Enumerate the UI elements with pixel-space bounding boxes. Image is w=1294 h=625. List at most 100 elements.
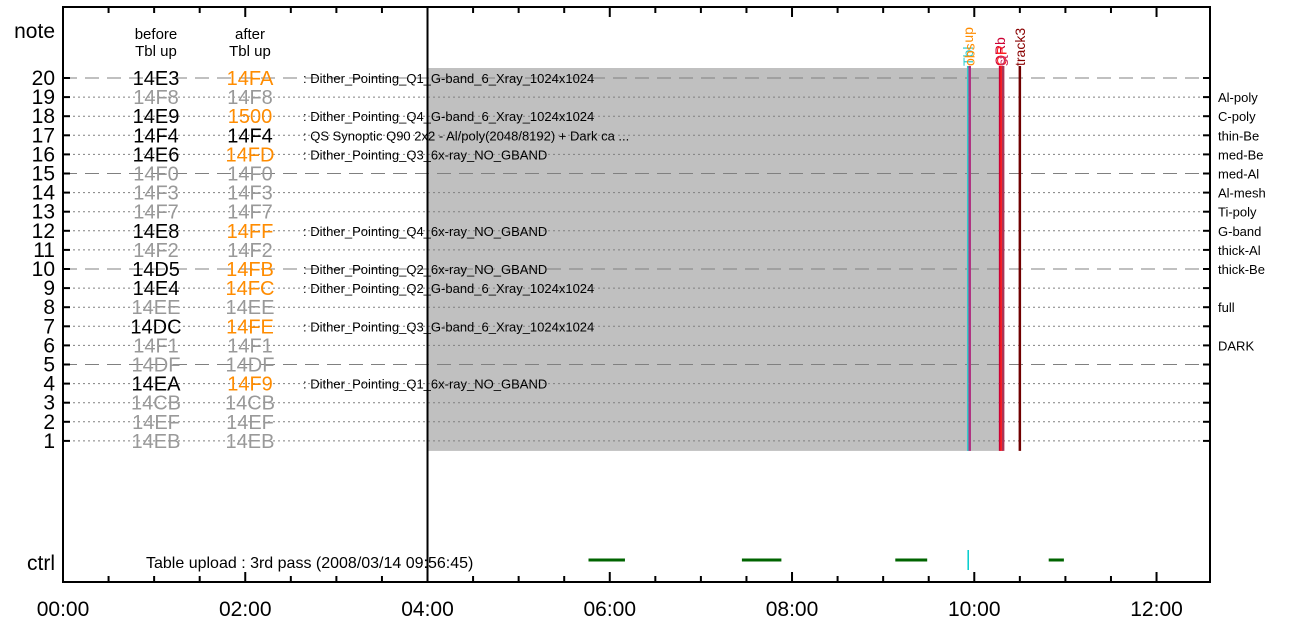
before-code: 14F4 [133,125,179,147]
row-number: 6 [43,334,55,357]
after-code: 14F3 [227,183,273,205]
before-code: 14EB [132,431,181,453]
event-label: obs [962,43,978,66]
filter-label: C-poly [1218,109,1256,124]
before-code: 14F1 [133,335,179,357]
before-code: 14E9 [133,106,180,128]
row-number: 18 [32,105,55,128]
row-number: 19 [32,86,55,109]
row-number: 2 [43,411,55,434]
after-code: 14F0 [227,164,273,186]
row-number: 17 [32,124,55,147]
row-number: 12 [32,220,55,243]
event-label: OP [994,46,1010,66]
before-code: 14DC [130,316,181,338]
row-number: 3 [43,392,55,415]
header-note: note [14,20,55,43]
program-label: : Dither_Pointing_Q1_6x-ray_NO_GBAND [303,377,547,392]
header-after-line1: after [235,26,265,43]
plot-frame [62,6,1211,583]
before-code: 14CB [131,393,181,415]
row-number: 5 [43,354,55,377]
event-label: Tbl [960,47,976,66]
filter-label: G-band [1218,224,1261,239]
before-code: 14E6 [133,144,180,166]
after-code: 14FE [226,316,274,338]
program-label: : QS Synoptic Q90 2x2 - Al/poly(2048/819… [303,128,629,143]
filter-label: DARK [1218,338,1254,353]
x-tick-label: 04:00 [401,598,454,621]
header-before-line1: before [135,26,178,43]
filter-label: thick-Be [1218,262,1265,277]
before-code: 14F2 [133,240,179,262]
program-label: : Dither_Pointing_Q3_G-band_6_Xray_1024x… [303,319,594,334]
program-label: : Dither_Pointing_Q4_6x-ray_NO_GBAND [303,224,547,239]
header-before-line2: Tbl up [135,43,177,60]
filter-label: Al-poly [1218,90,1258,105]
x-tick-label: 06:00 [583,598,636,621]
before-code: 14E4 [133,278,180,300]
shaded-region [427,68,1001,451]
program-label: : Dither_Pointing_Q4_G-band_6_Xray_1024x… [303,109,594,124]
filter-label: full [1218,300,1235,315]
after-code: 14F4 [227,125,273,147]
x-tick-label: 08:00 [766,598,819,621]
row-number: 1 [43,430,55,453]
filter-label: Al-mesh [1218,186,1266,201]
x-tick-label: 02:00 [219,598,272,621]
before-code: 14D5 [132,259,180,281]
row-number: 10 [32,258,55,281]
before-code: 14EE [132,297,181,319]
after-code: 14F7 [227,202,273,224]
row-number: 16 [32,143,55,166]
event-label: ORb [992,37,1008,66]
before-code: 14DF [132,355,181,377]
after-code: 14FA [227,68,274,90]
row-number: 7 [43,315,55,338]
after-code: 14FD [226,144,275,166]
header-after-line2: Tbl up [229,43,271,60]
program-label: : Dither_Pointing_Q2_6x-ray_NO_GBAND [303,262,547,277]
row-number: 9 [43,277,55,300]
event-label: st [995,55,1011,66]
after-code: 14EF [226,412,274,434]
filter-label: Ti-poly [1218,205,1257,220]
after-code: 14CB [225,393,275,415]
before-code: 14F3 [133,183,179,205]
ctrl-text: Table upload : 3rd pass (2008/03/14 09:5… [146,555,473,572]
after-code: 14FB [226,259,274,281]
after-code: 14EE [226,297,275,319]
before-code: 14EF [132,412,180,434]
row-number: 13 [32,201,55,224]
before-code: 14E3 [133,68,180,90]
before-code: 14F8 [133,87,179,109]
after-code: 14FF [227,221,274,243]
filter-label: med-Al [1218,167,1259,182]
axis-ticks [62,7,1210,582]
before-code: 14F7 [133,202,179,224]
filter-label: med-Be [1218,147,1264,162]
row-number: 15 [32,163,55,186]
program-label: : Dither_Pointing_Q3_6x-ray_NO_GBAND [303,147,547,162]
filter-label: thin-Be [1218,128,1259,143]
row-number: 11 [33,239,55,262]
chart-text: 00:00 02:00 04:00 06:00 08:00 10:00 12:00 note b… [14,20,1266,621]
program-label: : Dither_Pointing_Q2_G-band_6_Xray_1024x… [303,281,594,296]
before-code: 14E8 [133,221,180,243]
header-ctrl: ctrl [27,552,55,575]
after-code: 14F2 [227,240,273,262]
x-tick-label: 10:00 [948,598,1001,621]
after-code: 14F1 [227,335,273,357]
after-code: 14DF [226,355,275,377]
x-tick-label: 00:00 [37,598,90,621]
row-number: 4 [43,373,55,396]
row-number: 14 [32,182,56,205]
x-tick-label: 12:00 [1130,598,1183,621]
after-code: 14F8 [227,87,273,109]
event-label: up [960,27,976,43]
after-code: 14F9 [227,374,273,396]
row-number: 8 [43,296,55,319]
event-label: track3 [1012,28,1028,66]
